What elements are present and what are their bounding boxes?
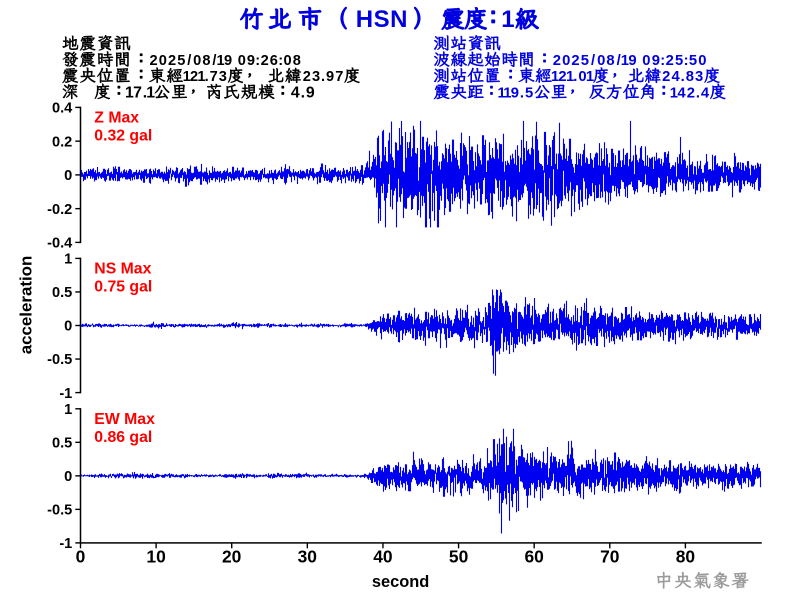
svg-text:121.73: 121.73 (183, 69, 227, 85)
svg-text:0: 0 (64, 168, 72, 184)
svg-text:0.75 gal: 0.75 gal (94, 279, 152, 296)
svg-text:119.5: 119.5 (498, 85, 534, 101)
svg-text:1: 1 (64, 252, 72, 268)
svg-text:20: 20 (222, 547, 241, 567)
svg-text:0.2: 0.2 (52, 134, 72, 150)
svg-text:2025/08/1909:26:08: 2025/08/1909:26:08 (150, 53, 301, 69)
svg-text:40: 40 (373, 547, 392, 567)
svg-text:EW Max: EW Max (94, 411, 155, 428)
svg-text:Z Max: Z Max (94, 110, 139, 127)
svg-text:0: 0 (76, 547, 86, 567)
svg-text:23.97: 23.97 (303, 69, 344, 85)
svg-text:70: 70 (600, 547, 619, 567)
svg-text:-1: -1 (59, 536, 72, 552)
svg-text:1: 1 (64, 402, 72, 418)
svg-text:10: 10 (146, 547, 165, 567)
svg-text:-0.5: -0.5 (47, 503, 72, 519)
svg-text:24.83: 24.83 (662, 69, 703, 85)
svg-text:50: 50 (449, 547, 468, 567)
svg-text:0.5: 0.5 (52, 285, 72, 301)
svg-text:second: second (372, 573, 429, 591)
svg-text:0.32 gal: 0.32 gal (94, 128, 152, 145)
svg-text:17.1: 17.1 (125, 84, 155, 101)
svg-text:0: 0 (64, 319, 72, 335)
svg-text:-0.2: -0.2 (47, 202, 72, 218)
svg-text:4.9: 4.9 (291, 84, 315, 101)
svg-text:80: 80 (676, 547, 695, 567)
svg-text:HSN: HSN (356, 6, 408, 33)
svg-text:30: 30 (298, 547, 317, 567)
svg-text:142.4: 142.4 (670, 85, 710, 101)
svg-text:-0.4: -0.4 (47, 236, 73, 252)
svg-text:0.86 gal: 0.86 gal (94, 429, 152, 446)
svg-text:acceleration: acceleration (17, 256, 36, 355)
svg-text:NS Max: NS Max (94, 261, 151, 278)
svg-text:-0.5: -0.5 (47, 352, 72, 368)
svg-text:0.4: 0.4 (52, 101, 73, 117)
svg-text:121.01: 121.01 (551, 69, 594, 85)
svg-text:0.5: 0.5 (52, 436, 72, 452)
svg-text:60: 60 (525, 547, 544, 567)
svg-text:1: 1 (501, 6, 514, 33)
svg-text:0: 0 (64, 469, 72, 485)
svg-text:-1: -1 (59, 386, 72, 402)
svg-text:2025/08/1909:25:50: 2025/08/1909:25:50 (553, 53, 707, 69)
